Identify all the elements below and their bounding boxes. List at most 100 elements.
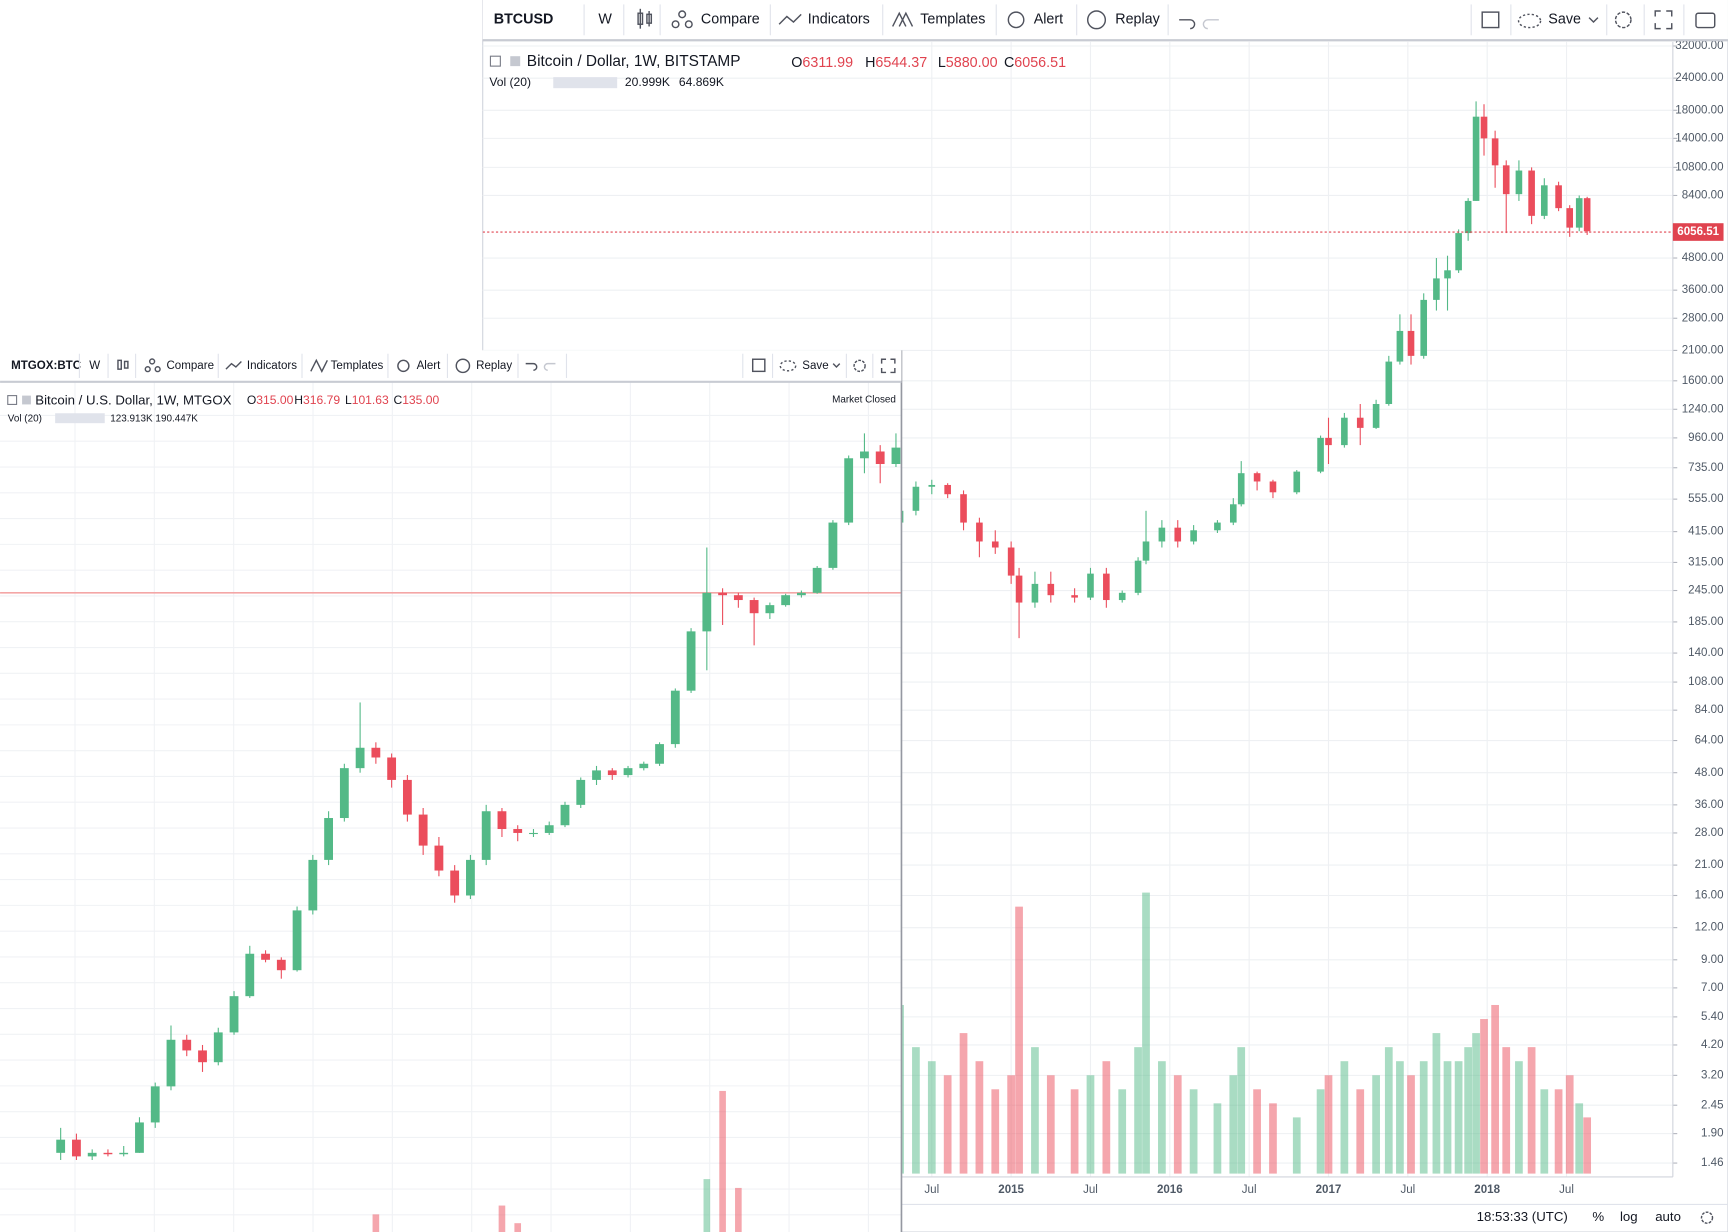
x-tick-label: Jul: [1083, 1184, 1098, 1196]
volume-bar: [991, 1089, 1000, 1174]
snapshot-icon[interactable]: [1695, 12, 1716, 29]
y-tick-label: 1240.00: [1682, 403, 1724, 415]
candle-body: [944, 484, 951, 495]
candle-body: [655, 744, 664, 764]
volume-ma-value: 190.447K: [155, 413, 198, 424]
status-bar: 18:53:33 (UTC) % log auto: [901, 1203, 1728, 1224]
layout-icon[interactable]: [751, 358, 766, 373]
volume-ma-value: 64.869K: [679, 75, 724, 89]
undo-icon[interactable]: [1179, 19, 1196, 30]
y-tick-label: 18000.00: [1675, 104, 1723, 116]
redo-icon[interactable]: [543, 362, 556, 371]
auto-toggle[interactable]: auto: [1655, 1209, 1681, 1224]
compare[interactable]: Compare: [166, 360, 214, 372]
candle-body: [481, 811, 491, 860]
volume-bar: [1007, 1075, 1015, 1174]
redo-icon[interactable]: [1202, 19, 1219, 30]
alert[interactable]: Alert: [417, 360, 442, 372]
templates-icon[interactable]: [310, 358, 328, 373]
collapse-icon[interactable]: [489, 55, 501, 67]
y-tick-label: 84.00: [1695, 704, 1724, 716]
replay-icon[interactable]: [1086, 10, 1107, 30]
replay-icon[interactable]: [455, 358, 471, 374]
volume-bar: [1070, 1089, 1079, 1174]
compare[interactable]: Compare: [701, 12, 760, 28]
settings-icon[interactable]: [853, 359, 866, 373]
symbol[interactable]: BTCUSD: [494, 12, 554, 28]
axes: 32000.00 24000.00 18000.00 14000.00 10800.00…: [482, 40, 1724, 1196]
fullscreen-icon[interactable]: [1654, 10, 1673, 30]
settings-icon[interactable]: [1614, 11, 1632, 29]
candle-body: [1480, 116, 1488, 139]
volume-value: 123.913K: [110, 413, 153, 424]
volume-value: 20.999K: [625, 75, 670, 89]
legend: Bitcoin / Dollar, 1W, BITSTAMP O6311.99 …: [489, 53, 1066, 89]
replay[interactable]: Replay: [1115, 12, 1160, 28]
replay[interactable]: Replay: [476, 360, 512, 372]
candle-body: [87, 1152, 97, 1157]
layout-icon[interactable]: [1481, 11, 1500, 29]
cloud-icon[interactable]: [1517, 13, 1542, 29]
candle-body: [402, 779, 412, 815]
indicators[interactable]: Indicators: [247, 360, 297, 372]
candle-body: [387, 757, 397, 780]
candle-body: [339, 768, 349, 819]
compare-icon[interactable]: [671, 10, 693, 29]
compare-icon[interactable]: [144, 358, 161, 373]
ohlc-value: 316.79: [303, 393, 340, 407]
settings-icon[interactable]: [1700, 1211, 1714, 1224]
indicators-icon[interactable]: [225, 360, 242, 370]
candle-body: [544, 825, 554, 833]
undo-icon[interactable]: [525, 362, 538, 371]
symbol[interactable]: MTGOX:BTC: [11, 360, 82, 372]
candle-body: [1472, 116, 1480, 201]
volume-bar: [1229, 1075, 1238, 1174]
candle-body: [1407, 330, 1415, 356]
volume-bar: [1443, 1061, 1452, 1174]
volume-bar: [1237, 1047, 1246, 1174]
y-tick-label: 9.00: [1701, 954, 1724, 966]
candle-body: [702, 592, 712, 632]
alert-icon[interactable]: [1007, 11, 1025, 29]
indicators[interactable]: Indicators: [808, 12, 870, 28]
ohlc-value: 135.00: [402, 393, 439, 407]
save[interactable]: Save: [802, 360, 828, 372]
volume-bar: [912, 1047, 920, 1174]
volume-bar: [1316, 1089, 1325, 1174]
candle-body: [1356, 417, 1364, 428]
y-tick-label: 3600.00: [1682, 284, 1724, 296]
flag-icon: [510, 56, 521, 67]
templates[interactable]: Templates: [920, 12, 985, 28]
legend-buttons[interactable]: [55, 413, 105, 424]
candle-body: [1047, 583, 1055, 596]
candle-body: [1269, 481, 1277, 493]
cloud-icon[interactable]: [779, 360, 797, 372]
templates-icon[interactable]: [892, 11, 914, 27]
candle-body: [1444, 270, 1451, 279]
save[interactable]: Save: [1548, 12, 1581, 28]
volume-bar: [514, 1223, 522, 1232]
candle-body: [1566, 208, 1574, 228]
indicators-icon[interactable]: [778, 13, 802, 25]
candle-body: [529, 832, 538, 835]
interval[interactable]: W: [598, 12, 612, 28]
chart-style-icon[interactable]: [637, 8, 653, 29]
candle-body: [1555, 185, 1562, 209]
x-tick-label: 2018: [1474, 1184, 1500, 1196]
alert-icon[interactable]: [397, 359, 410, 373]
collapse-icon[interactable]: [7, 395, 18, 405]
interval[interactable]: W: [89, 360, 100, 372]
ohlc: L5880.00: [938, 55, 998, 71]
legend-buttons[interactable]: [553, 77, 618, 89]
alert[interactable]: Alert: [1034, 12, 1063, 28]
save-menu-icon[interactable]: [1588, 17, 1599, 24]
fullscreen-icon[interactable]: [880, 358, 896, 374]
log-toggle[interactable]: log: [1620, 1209, 1638, 1224]
candle-body: [1293, 471, 1301, 493]
volume-bar: [1527, 1047, 1536, 1174]
percent-toggle[interactable]: %: [1592, 1209, 1604, 1224]
templates[interactable]: Templates: [331, 360, 384, 372]
candle-body: [1253, 473, 1261, 482]
save-menu-icon[interactable]: [832, 363, 841, 368]
chart-style-icon[interactable]: [117, 359, 129, 370]
